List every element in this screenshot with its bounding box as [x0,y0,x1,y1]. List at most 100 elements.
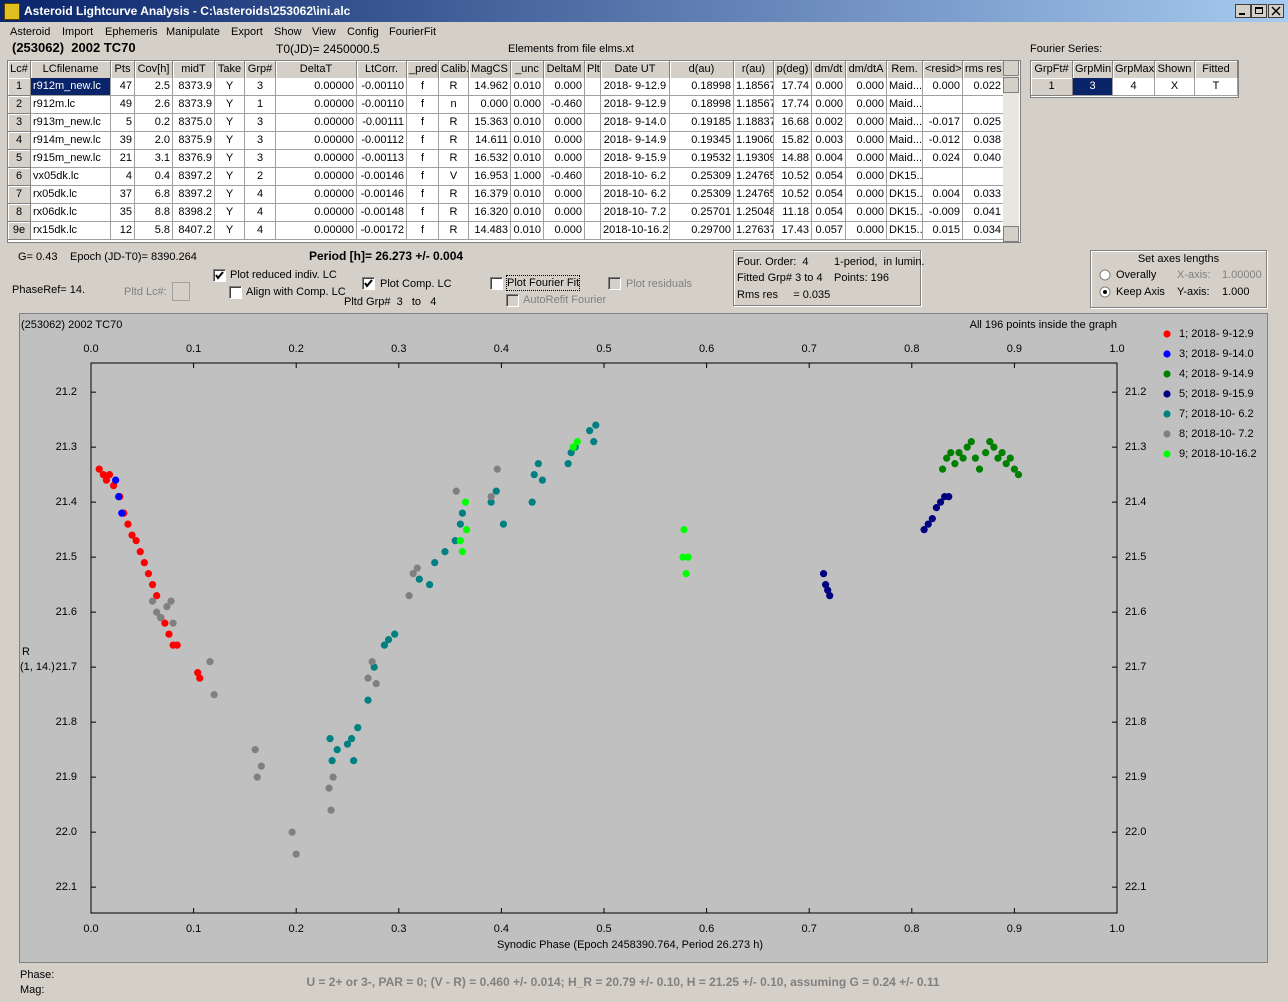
table-cell[interactable]: 0.000 [544,222,585,240]
table-cell[interactable]: 17.74 [774,96,812,114]
table-cell[interactable]: 0.19345 [670,132,734,150]
table-cell[interactable]: 1.19309 [734,150,774,168]
menu-item[interactable]: Export [231,26,263,38]
table-cell[interactable] [585,114,601,132]
column-header[interactable]: Fitted [1195,61,1238,79]
table-cell[interactable]: 8397.2 [173,186,215,204]
table-cell[interactable]: 0.000 [923,78,963,96]
table-cell[interactable]: 0.041 [963,204,1004,222]
table-cell[interactable]: rx06dk.lc [31,204,111,222]
table-cell[interactable]: 0.025 [963,114,1004,132]
checkbox-plot-comp[interactable] [362,277,375,290]
table-cell[interactable]: 0.010 [511,114,544,132]
table-cell[interactable]: 0.18998 [670,78,734,96]
radio-keep-axis[interactable]: Keep Axis [1116,286,1165,298]
table-cell[interactable]: Y [215,222,245,240]
table-cell[interactable]: 0.010 [511,204,544,222]
table-cell[interactable]: -0.00146 [357,186,407,204]
table-cell[interactable]: 3.1 [135,150,173,168]
menu-item[interactable]: Manipulate [166,26,220,38]
table-cell[interactable]: 0.000 [846,132,887,150]
table-cell[interactable]: 0.00000 [276,168,357,186]
table-cell[interactable]: 0.003 [812,132,846,150]
table-cell[interactable]: 3 [245,114,276,132]
table-cell[interactable]: 0.18998 [670,96,734,114]
table-cell[interactable] [585,150,601,168]
table-cell[interactable]: 0.000 [544,150,585,168]
table-cell[interactable]: 8397.2 [173,168,215,186]
table-cell[interactable]: 8.8 [135,204,173,222]
table-cell[interactable]: f [407,132,439,150]
table-cell[interactable]: n [439,96,469,114]
table-cell[interactable]: Y [215,132,245,150]
table-cell[interactable]: 2018-10- 6.2 [601,186,670,204]
table-cell[interactable]: 1.18567 [734,96,774,114]
table-cell[interactable]: 0.29700 [670,222,734,240]
table-cell[interactable]: f [407,78,439,96]
table-cell[interactable]: f [407,168,439,186]
table-cell[interactable]: X [1155,78,1195,96]
column-header[interactable]: Pts [111,61,135,79]
table-cell[interactable]: 0.00000 [276,150,357,168]
row-header[interactable]: 9e [8,222,31,240]
table-cell[interactable]: 4 [245,186,276,204]
table-cell[interactable]: 0.000 [846,114,887,132]
column-header[interactable]: dm/dt [812,61,846,79]
column-header[interactable]: _pred. [407,61,439,79]
menu-item[interactable]: Asteroid [10,26,51,38]
column-header[interactable]: DeltaM [544,61,585,79]
checkbox-plot-fourier[interactable] [490,277,503,290]
table-cell[interactable]: 35 [111,204,135,222]
table-cell[interactable]: 49 [111,96,135,114]
table-cell[interactable] [585,222,601,240]
column-header[interactable]: Cov[h] [135,61,173,79]
menu-item[interactable]: Ephemeris [105,26,158,38]
table-cell[interactable]: 0.00000 [276,96,357,114]
scroll-thumb[interactable] [1003,77,1019,93]
table-cell[interactable]: 1.18567 [734,78,774,96]
table-cell[interactable]: 14.962 [469,78,511,96]
table-cell[interactable]: 0.000 [846,96,887,114]
table-cell[interactable]: 0.004 [812,150,846,168]
scrollbar[interactable] [1003,60,1019,242]
table-cell[interactable]: 2018-10- 7.2 [601,204,670,222]
table-cell[interactable]: 0.015 [923,222,963,240]
table-cell[interactable]: 0.00000 [276,204,357,222]
column-header[interactable]: Calib. [439,61,469,79]
table-cell[interactable]: 16.532 [469,150,511,168]
pltd-lc-spinner[interactable] [172,282,190,301]
table-cell[interactable]: 1.18837 [734,114,774,132]
table-cell[interactable] [963,168,1004,186]
table-cell[interactable]: -0.017 [923,114,963,132]
table-cell[interactable]: Y [215,186,245,204]
table-cell[interactable] [585,96,601,114]
table-cell[interactable]: 0.000 [846,222,887,240]
table-cell[interactable]: 0.000 [846,78,887,96]
table-cell[interactable]: -0.460 [544,168,585,186]
table-cell[interactable]: 3 [1073,78,1113,96]
table-cell[interactable] [923,96,963,114]
table-cell[interactable]: -0.00146 [357,168,407,186]
table-cell[interactable]: 0.000 [544,186,585,204]
table-cell[interactable]: 1.24765 [734,186,774,204]
table-cell[interactable]: R [439,204,469,222]
column-header[interactable]: <resid> [923,61,963,79]
table-cell[interactable]: V [439,168,469,186]
column-header[interactable]: GrpFt# [1031,61,1073,79]
table-cell[interactable]: 3 [245,150,276,168]
row-header[interactable]: 6 [8,168,31,186]
column-header[interactable]: DeltaT [276,61,357,79]
table-cell[interactable]: 6.8 [135,186,173,204]
table-cell[interactable]: 8375.0 [173,114,215,132]
table-cell[interactable]: 16.953 [469,168,511,186]
table-cell[interactable]: 0.00000 [276,78,357,96]
menu-item[interactable]: View [312,26,336,38]
table-cell[interactable]: Maid... [887,150,923,168]
table-cell[interactable]: 0.25701 [670,204,734,222]
table-cell[interactable] [585,78,601,96]
table-cell[interactable]: 0.000 [544,132,585,150]
table-cell[interactable]: -0.00172 [357,222,407,240]
radio-overally[interactable]: Overally [1116,269,1157,281]
table-cell[interactable]: 16.379 [469,186,511,204]
row-header[interactable]: 3 [8,114,31,132]
